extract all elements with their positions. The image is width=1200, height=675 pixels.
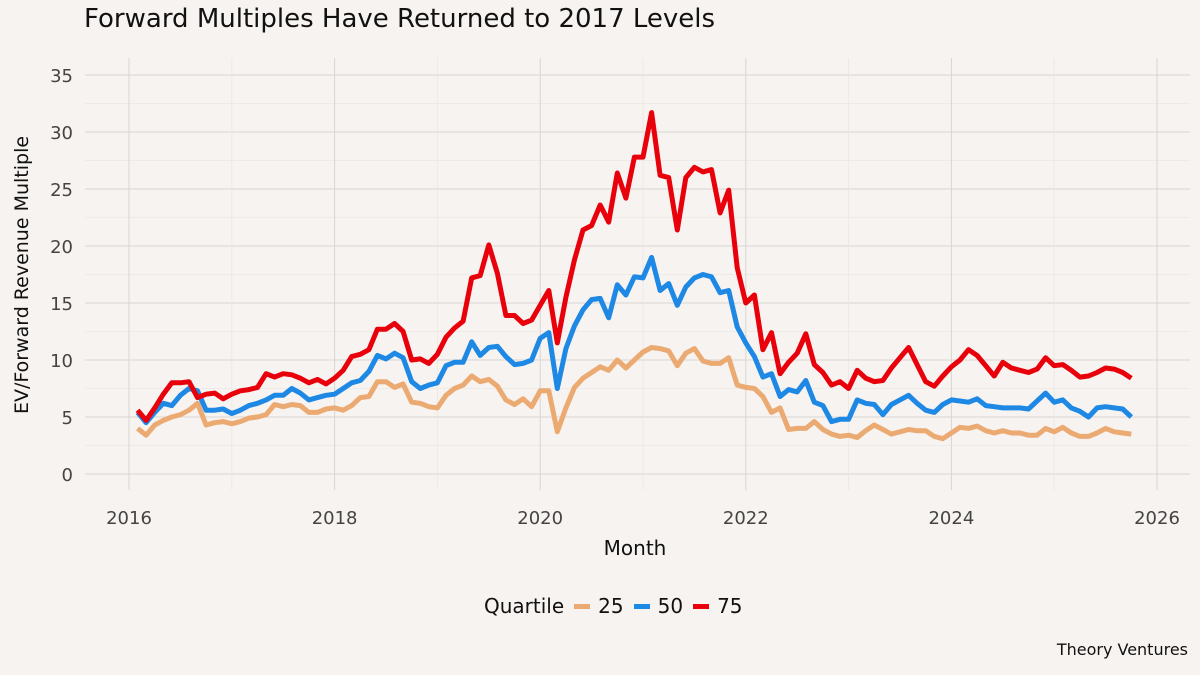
legend-swatch-50: [633, 603, 650, 609]
y-axis-label: EV/Forward Revenue Multiple: [11, 135, 33, 415]
series-line-75: [135, 110, 1133, 423]
x-axis-label: Month: [603, 536, 667, 560]
x-tick-label: 2026: [1134, 508, 1180, 529]
x-tick-label: 2022: [723, 508, 769, 529]
chart-title: Forward Multiples Have Returned to 2017 …: [84, 4, 716, 34]
legend-item-50: 50: [633, 594, 684, 618]
series-line-25: [136, 345, 1132, 442]
legend-item-25: 25: [574, 594, 624, 618]
legend-item-75: 75: [693, 594, 743, 618]
legend-swatch-25: [574, 603, 591, 609]
source-caption: Theory Ventures: [1056, 640, 1188, 659]
y-tick-label: 15: [50, 294, 73, 315]
x-tick-label: 2024: [928, 508, 974, 529]
series-line-50: [135, 254, 1134, 426]
x-tick-label: 2016: [106, 508, 152, 529]
series-lines: [135, 110, 1134, 442]
legend-label-25: 25: [598, 594, 624, 618]
y-tick-label: 30: [50, 123, 73, 144]
legend-label-75: 75: [717, 594, 743, 618]
gridlines: [85, 58, 1190, 490]
y-tick-label: 0: [62, 465, 73, 486]
legend-title: Quartile: [484, 594, 565, 618]
y-tick-label: 5: [62, 408, 73, 429]
y-tick-label: 35: [50, 66, 73, 87]
x-tick-label: 2020: [517, 508, 563, 529]
legend-swatch-75: [693, 603, 710, 609]
y-axis-ticks: 0 5 10 15 20 25 30 35: [50, 66, 73, 486]
x-axis-ticks: 2016 2018 2020 2022 2024 2026: [106, 508, 1180, 529]
legend: Quartile 25 50 75: [484, 594, 743, 618]
legend-label-50: 50: [657, 594, 684, 618]
y-tick-label: 20: [50, 237, 73, 258]
y-tick-label: 25: [50, 180, 73, 201]
y-tick-label: 10: [50, 351, 73, 372]
x-tick-label: 2018: [312, 508, 358, 529]
